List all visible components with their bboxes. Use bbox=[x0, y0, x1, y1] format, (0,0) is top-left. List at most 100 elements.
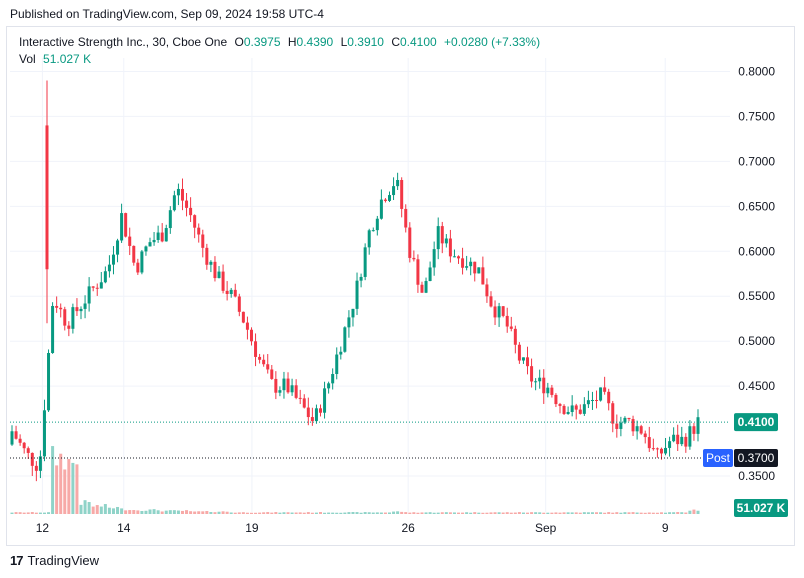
volume-bar bbox=[688, 510, 692, 514]
candle-body bbox=[132, 245, 136, 263]
candle-body bbox=[676, 434, 680, 445]
volume-bar bbox=[160, 511, 164, 514]
candle-body bbox=[363, 247, 367, 277]
volume-bar bbox=[59, 453, 63, 514]
candle-body bbox=[578, 409, 582, 414]
volume-bar bbox=[566, 512, 570, 514]
post-price-tag bbox=[734, 449, 778, 468]
volume-bar bbox=[517, 512, 521, 514]
volume-bar bbox=[623, 512, 627, 514]
volume-bar bbox=[424, 512, 428, 514]
candle-body bbox=[603, 387, 607, 392]
volume-bar bbox=[323, 512, 327, 514]
volume-value: 51.027 K bbox=[43, 52, 92, 66]
volume-bar bbox=[461, 512, 465, 514]
candle-body bbox=[623, 417, 627, 423]
volume-bar bbox=[136, 510, 140, 514]
volume-bar bbox=[578, 512, 582, 514]
candle-body bbox=[379, 199, 383, 219]
volume-bar bbox=[562, 512, 566, 514]
low-value: 0.3910 bbox=[347, 35, 384, 49]
time-tick-label: 19 bbox=[245, 521, 259, 535]
volume-bar bbox=[444, 512, 448, 514]
volume-bar bbox=[440, 512, 444, 514]
candle-body bbox=[229, 289, 233, 294]
volume-bar bbox=[672, 512, 676, 514]
candle-body bbox=[550, 387, 554, 395]
price-tick-label: 0.5500 bbox=[738, 289, 775, 303]
candle-body bbox=[79, 308, 83, 312]
candle-body bbox=[327, 383, 331, 389]
volume-bar bbox=[530, 512, 534, 514]
candle-body bbox=[245, 322, 249, 330]
volume-bar bbox=[217, 511, 221, 514]
candle-body bbox=[619, 422, 623, 429]
volume-bar bbox=[18, 512, 22, 514]
volume-bar bbox=[314, 512, 318, 514]
candle-body bbox=[249, 329, 253, 342]
volume-bar bbox=[197, 511, 201, 514]
candle-body bbox=[473, 261, 477, 274]
candle-body bbox=[574, 405, 578, 410]
volume-bar bbox=[189, 511, 193, 514]
volume-bar bbox=[30, 512, 34, 514]
volume-bar bbox=[91, 506, 95, 514]
volume-bar bbox=[659, 512, 663, 514]
candle-body bbox=[67, 325, 71, 329]
volume-bar bbox=[611, 512, 615, 514]
tradingview-brand[interactable]: 17 TradingView bbox=[10, 553, 99, 568]
volume-bar bbox=[290, 512, 294, 514]
volume-bar bbox=[221, 511, 225, 514]
candle-body bbox=[193, 215, 197, 228]
volume-bar bbox=[554, 512, 558, 514]
candle-body bbox=[164, 228, 168, 242]
candle-body bbox=[599, 387, 603, 401]
volume-bar bbox=[310, 512, 314, 514]
volume-bar bbox=[111, 508, 115, 514]
volume-bar bbox=[582, 512, 586, 514]
volume-bar bbox=[331, 512, 335, 514]
candle-body bbox=[323, 388, 327, 413]
volume-bar bbox=[148, 509, 152, 514]
volume-bar bbox=[505, 512, 509, 514]
volume-bar bbox=[436, 512, 440, 514]
volume-bar bbox=[26, 512, 30, 514]
last-price-tag bbox=[734, 413, 778, 432]
time-tick-label: Sep bbox=[535, 521, 557, 535]
candle-body bbox=[489, 296, 493, 307]
candle-body bbox=[314, 408, 318, 422]
candle-body bbox=[347, 317, 351, 328]
candle-body bbox=[42, 410, 46, 457]
candle-body bbox=[631, 419, 635, 432]
candle-body bbox=[343, 327, 347, 352]
candle-body bbox=[481, 267, 485, 285]
candle-body bbox=[412, 257, 416, 260]
candle-body bbox=[51, 305, 55, 354]
volume-bar bbox=[404, 512, 408, 514]
candle-body bbox=[501, 306, 505, 316]
candle-body bbox=[485, 284, 489, 297]
volume-bar bbox=[55, 465, 59, 514]
candle-body bbox=[172, 195, 176, 211]
price-tick-label: 0.4500 bbox=[738, 379, 775, 393]
candle-body bbox=[404, 208, 408, 228]
symbol-name: Interactive Strength Inc., 30, Cboe One bbox=[19, 35, 228, 49]
candle-body bbox=[128, 236, 132, 246]
candle-body bbox=[505, 315, 509, 327]
candle-body bbox=[148, 242, 152, 247]
candle-body bbox=[469, 261, 473, 267]
volume-bar bbox=[363, 512, 367, 514]
volume-bar bbox=[14, 512, 18, 514]
candle-body bbox=[684, 436, 688, 447]
volume-bar bbox=[388, 512, 392, 514]
volume-bar bbox=[631, 512, 635, 514]
volume-bar bbox=[99, 506, 103, 514]
tradingview-logo-icon: 17 bbox=[10, 553, 24, 568]
candle-body bbox=[562, 405, 566, 414]
candle-body bbox=[302, 398, 306, 408]
candle-body bbox=[99, 282, 103, 289]
candle-body bbox=[647, 437, 651, 449]
candle-body bbox=[136, 262, 140, 273]
volume-bar bbox=[286, 512, 290, 514]
